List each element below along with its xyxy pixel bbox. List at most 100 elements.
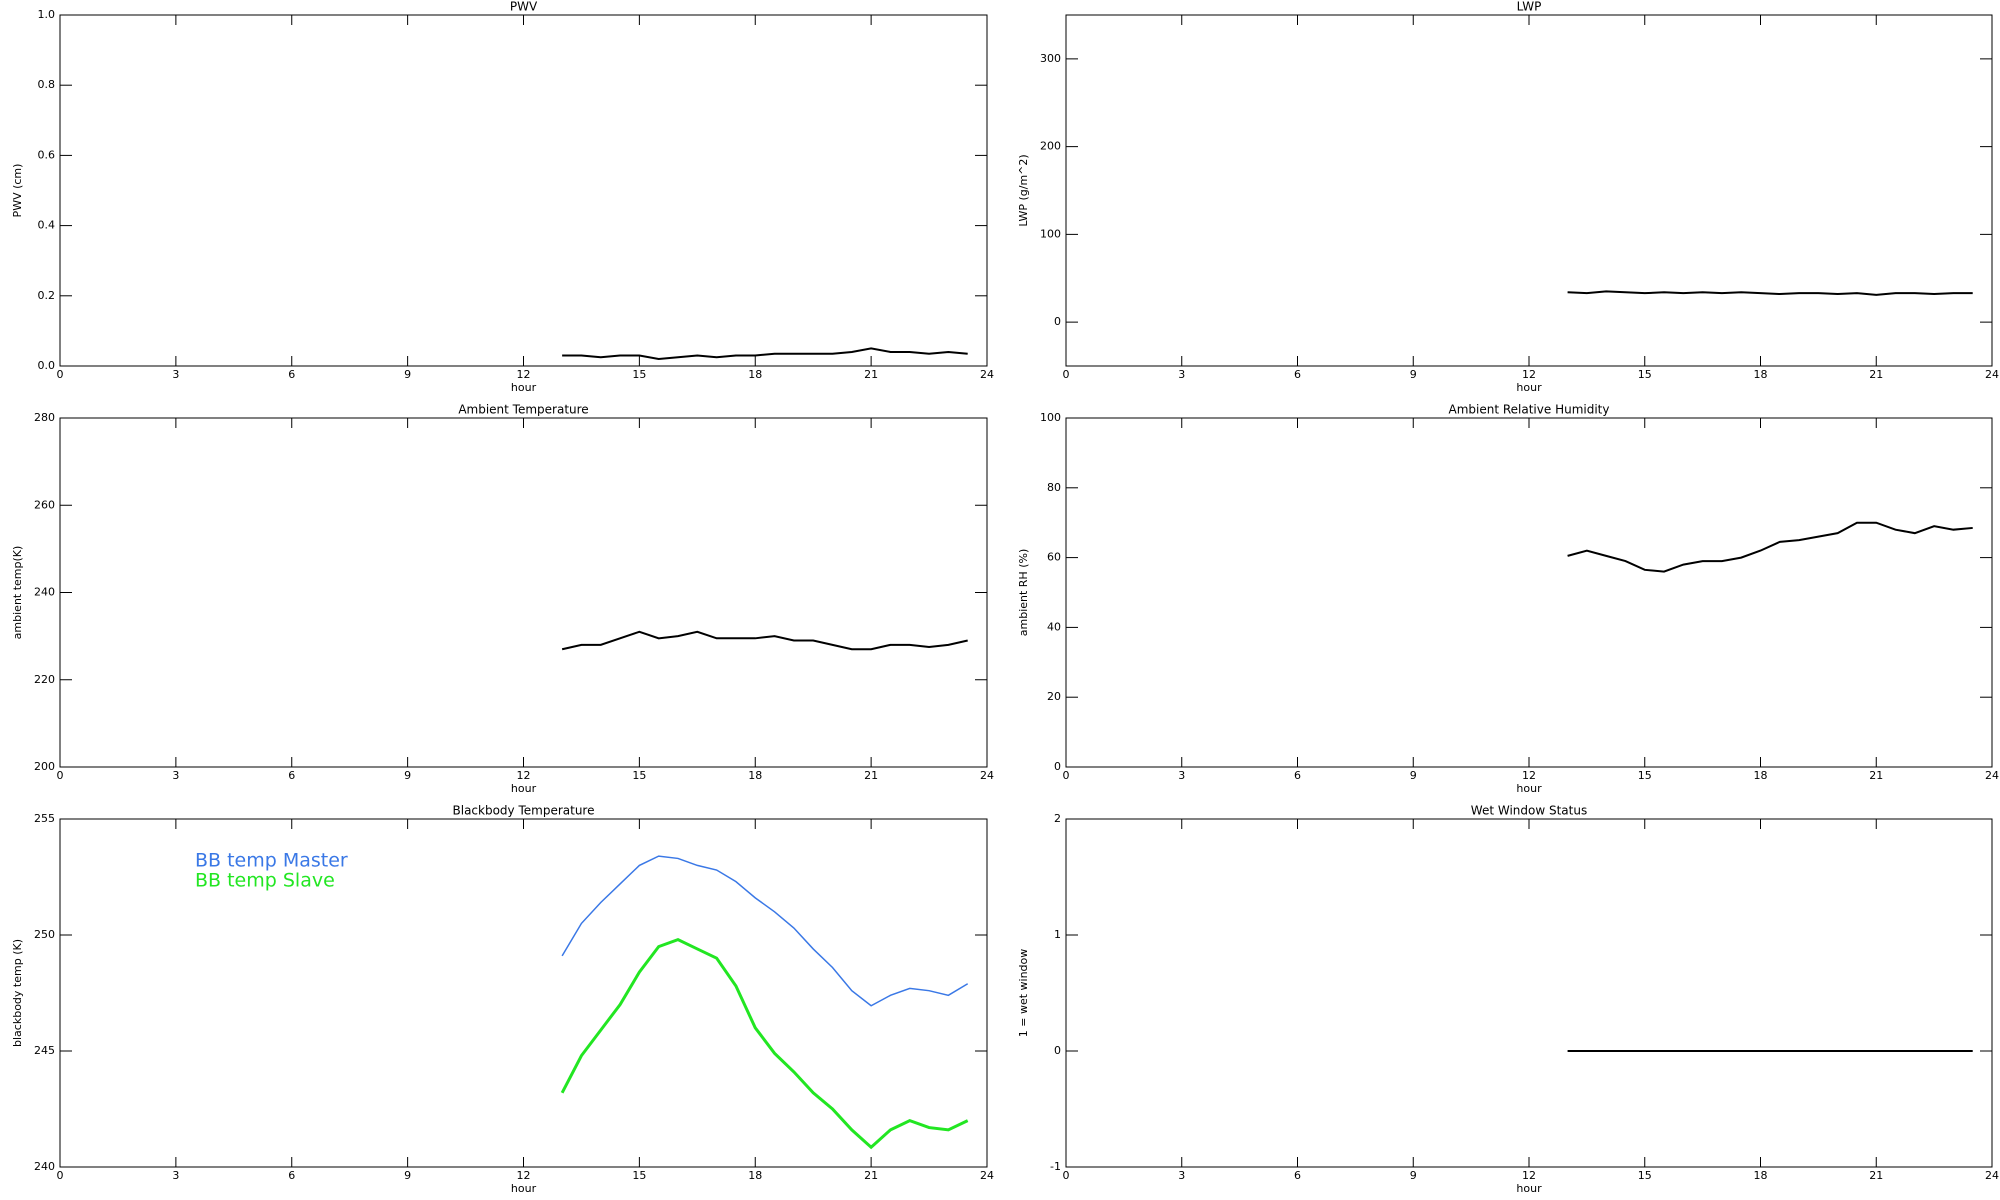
x-tick-label: 6 — [1294, 1169, 1301, 1182]
x-tick-label: 21 — [1869, 368, 1883, 381]
x-tick-label: 0 — [57, 368, 64, 381]
legend-entry: BB temp Slave — [195, 870, 335, 892]
x-tick-label: 0 — [1063, 1169, 1070, 1182]
x-tick-label: 18 — [1754, 1169, 1768, 1182]
x-tick-label: 24 — [980, 769, 994, 782]
x-tick-label: 3 — [172, 769, 179, 782]
y-axis-label: ambient temp(K) — [11, 546, 24, 640]
y-tick-label: 250 — [34, 928, 55, 941]
y-axis-label: 1 = wet window — [1017, 949, 1030, 1038]
x-tick-label: 24 — [1985, 368, 1999, 381]
x-tick-label: 0 — [1063, 368, 1070, 381]
x-tick-label: 9 — [1410, 769, 1417, 782]
y-tick-label: 200 — [1040, 140, 1061, 153]
x-tick-label: 21 — [864, 769, 878, 782]
x-tick-label: 9 — [404, 769, 411, 782]
y-tick-label: 255 — [34, 812, 55, 825]
plot-frame — [59, 417, 988, 768]
x-tick-label: 12 — [1522, 1169, 1536, 1182]
y-tick-label: 0 — [1054, 760, 1061, 773]
y-tick-label: 0.0 — [38, 359, 56, 372]
x-tick-label: 24 — [1985, 769, 1999, 782]
x-tick-label: 12 — [517, 368, 531, 381]
y-tick-label: 300 — [1040, 52, 1061, 65]
y-axis-label: blackbody temp (K) — [11, 939, 24, 1047]
plot-frame — [1065, 14, 1993, 367]
x-tick-label: 18 — [748, 368, 762, 381]
plot-frame — [1065, 417, 1993, 768]
y-tick-label: 2 — [1054, 812, 1061, 825]
x-tick-label: 15 — [1638, 1169, 1652, 1182]
x-tick-label: 24 — [980, 1169, 994, 1182]
y-tick-label: 200 — [34, 760, 55, 773]
x-tick-label: 24 — [1985, 1169, 1999, 1182]
x-tick-label: 12 — [517, 769, 531, 782]
plot-frame — [59, 14, 988, 367]
y-axis-label: LWP (g/m^2) — [1017, 154, 1030, 226]
x-tick-label: 21 — [864, 1169, 878, 1182]
x-tick-label: 18 — [1754, 368, 1768, 381]
legend-entry: BB temp Master — [195, 850, 348, 872]
x-tick-label: 9 — [404, 1169, 411, 1182]
x-tick-label: 18 — [748, 1169, 762, 1182]
data-line — [561, 630, 968, 651]
chart-title: Ambient Temperature — [458, 403, 588, 417]
x-axis-label: hour — [1516, 381, 1542, 394]
y-tick-label: 0.6 — [38, 148, 56, 161]
x-tick-label: 0 — [57, 769, 64, 782]
x-tick-label: 15 — [632, 769, 646, 782]
y-tick-label: 0 — [1054, 1044, 1061, 1057]
y-tick-label: 220 — [34, 673, 55, 686]
y-tick-label: 0.4 — [38, 219, 56, 232]
x-tick-label: 21 — [1869, 1169, 1883, 1182]
y-tick-label: 240 — [34, 586, 55, 599]
data-line — [562, 347, 968, 360]
x-tick-label: 6 — [288, 769, 295, 782]
x-tick-label: 9 — [1410, 1169, 1417, 1182]
x-tick-label: 9 — [404, 368, 411, 381]
data-line — [560, 938, 969, 1150]
x-tick-label: 18 — [1754, 769, 1768, 782]
x-tick-label: 15 — [1638, 769, 1652, 782]
y-tick-label: 1.0 — [38, 8, 56, 21]
y-tick-label: 0.2 — [38, 289, 56, 302]
x-tick-label: 6 — [1294, 769, 1301, 782]
y-tick-label: 280 — [34, 411, 55, 424]
x-tick-label: 0 — [1063, 769, 1070, 782]
x-axis-label: hour — [1516, 1182, 1542, 1195]
x-tick-label: 3 — [1178, 769, 1185, 782]
x-tick-label: 3 — [172, 1169, 179, 1182]
x-tick-label: 9 — [1410, 368, 1417, 381]
x-axis-label: hour — [511, 381, 537, 394]
y-tick-label: 40 — [1047, 620, 1061, 633]
y-tick-label: 240 — [34, 1160, 55, 1173]
chart-title: LWP — [1517, 0, 1542, 14]
y-tick-label: 20 — [1047, 690, 1061, 703]
data-line — [1567, 290, 1973, 296]
y-tick-label: 0 — [1054, 315, 1061, 328]
chart-title: Ambient Relative Humidity — [1449, 403, 1610, 417]
x-tick-label: 12 — [1522, 368, 1536, 381]
x-tick-label: 3 — [1178, 1169, 1185, 1182]
x-tick-label: 3 — [1178, 368, 1185, 381]
chart-title: Wet Window Status — [1471, 804, 1587, 818]
x-axis-label: hour — [1516, 782, 1542, 795]
x-tick-label: 3 — [172, 368, 179, 381]
chart-title: Blackbody Temperature — [453, 804, 595, 818]
x-tick-label: 18 — [748, 769, 762, 782]
x-tick-label: 12 — [1522, 769, 1536, 782]
y-tick-label: 100 — [1040, 411, 1061, 424]
x-tick-label: 15 — [632, 1169, 646, 1182]
y-tick-label: 80 — [1047, 481, 1061, 494]
data-line — [561, 855, 969, 1007]
y-axis-label: PWV (cm) — [11, 164, 24, 218]
x-tick-label: 24 — [980, 368, 994, 381]
plot-frame — [1065, 818, 1993, 1168]
x-tick-label: 6 — [288, 1169, 295, 1182]
y-axis-label: ambient RH (%) — [1017, 549, 1030, 637]
x-tick-label: 6 — [1294, 368, 1301, 381]
y-tick-label: 0.8 — [38, 78, 56, 91]
x-tick-label: 0 — [57, 1169, 64, 1182]
data-line — [1567, 521, 1973, 573]
